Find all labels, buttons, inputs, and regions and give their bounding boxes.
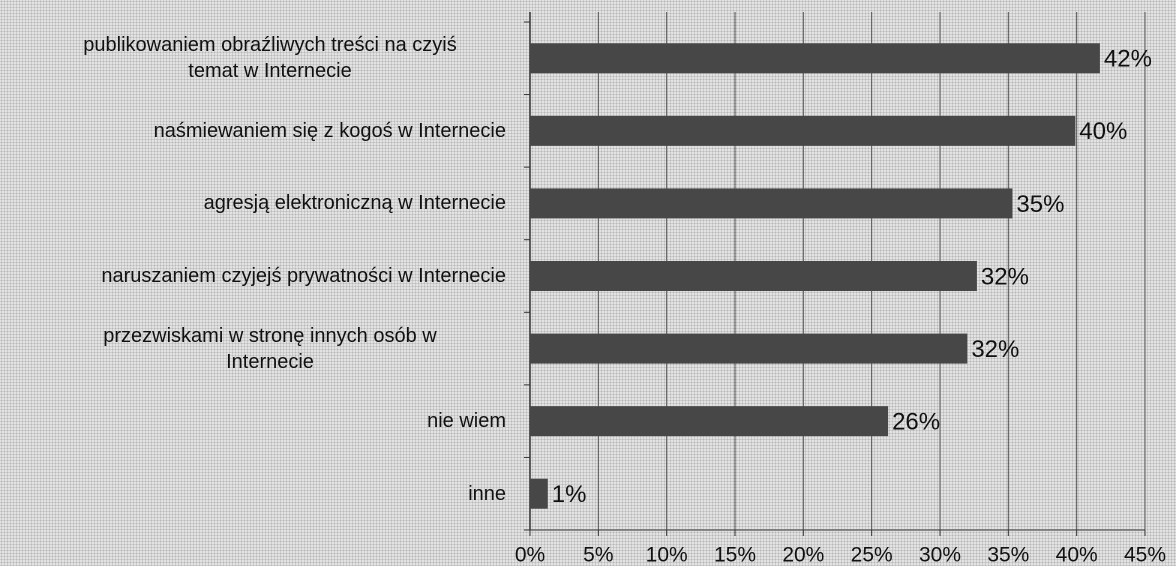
x-tick-label: 0%	[515, 544, 545, 566]
x-tick-label: 45%	[1124, 544, 1166, 566]
bar	[530, 261, 977, 291]
x-tick-label: 25%	[851, 544, 893, 566]
bar	[530, 43, 1100, 74]
bar	[530, 115, 1076, 146]
y-tick-label: naruszaniem czyjejś prywatności w Intern…	[101, 265, 506, 287]
y-tick-label: nie wiem	[427, 410, 506, 433]
y-tick-label: naśmiewaniem się z kogoś w Internecie	[153, 119, 506, 142]
bar	[530, 478, 548, 509]
y-tick-label: przezwiskami w stronę innych osób w Inte…	[103, 324, 437, 373]
value-label: 40%	[1079, 118, 1127, 145]
value-label: 42%	[1104, 46, 1152, 73]
y-tick-label: inne	[468, 482, 506, 505]
value-label: 35%	[1016, 191, 1064, 218]
value-label: 1%	[552, 481, 587, 508]
x-tick-label: 10%	[646, 544, 688, 566]
x-tick-label: 5%	[583, 544, 613, 566]
bar	[530, 333, 968, 364]
x-tick-label: 30%	[919, 544, 961, 566]
y-tick-label: publikowaniem obraźliwych treści na czyi…	[83, 34, 457, 83]
x-tick-label: 40%	[1056, 544, 1098, 566]
x-tick-label: 35%	[987, 544, 1029, 566]
bar	[530, 406, 889, 437]
value-label: 26%	[892, 408, 940, 435]
bar	[530, 188, 1013, 219]
value-label: 32%	[981, 263, 1029, 290]
x-tick-label: 15%	[714, 544, 756, 566]
x-tick-label: 20%	[782, 544, 824, 566]
y-tick-label: agresją elektroniczną w Internecie	[203, 192, 506, 215]
value-label: 32%	[971, 336, 1019, 363]
